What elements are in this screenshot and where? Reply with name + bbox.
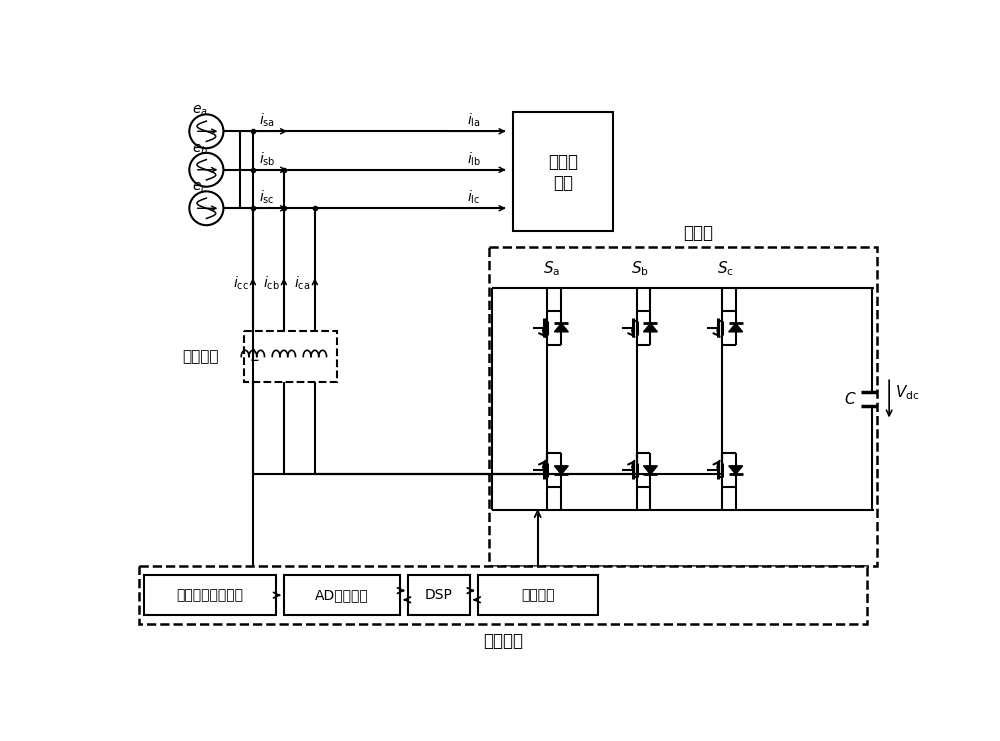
Text: $V_{\mathrm{dc}}$: $V_{\mathrm{dc}}$	[895, 383, 920, 402]
Text: 采样信号输入电路: 采样信号输入电路	[177, 588, 244, 602]
Bar	[478, 575, 598, 615]
Text: $i_{\mathrm{sb}}$: $i_{\mathrm{sb}}$	[259, 150, 275, 167]
Bar	[408, 575, 470, 615]
Text: $S_{\mathrm{c}}$: $S_{\mathrm{c}}$	[717, 259, 734, 278]
Text: $e_{c}$: $e_{c}$	[192, 181, 208, 196]
Text: $i_{\mathrm{lc}}$: $i_{\mathrm{lc}}$	[467, 189, 480, 206]
Text: 驱动电路: 驱动电路	[521, 588, 554, 602]
Polygon shape	[729, 323, 743, 332]
Text: $e_{b}$: $e_{b}$	[192, 142, 208, 157]
Text: $S_{\mathrm{b}}$: $S_{\mathrm{b}}$	[631, 259, 649, 278]
Text: $i_{\mathrm{sa}}$: $i_{\mathrm{sa}}$	[259, 112, 275, 129]
Bar	[244, 331, 337, 382]
Text: AD采样电路: AD采样电路	[315, 588, 369, 602]
Bar	[284, 575, 400, 615]
Text: 控制电路: 控制电路	[483, 632, 523, 650]
Bar	[489, 247, 877, 566]
Polygon shape	[643, 466, 657, 474]
Text: $C$: $C$	[844, 391, 857, 407]
Text: $i_{\mathrm{cc}}$: $i_{\mathrm{cc}}$	[233, 274, 248, 292]
Polygon shape	[729, 466, 743, 474]
Polygon shape	[554, 323, 568, 332]
Text: DSP: DSP	[425, 588, 453, 602]
Text: 滤波电感: 滤波电感	[183, 349, 219, 364]
Text: $i_{\mathrm{ca}}$: $i_{\mathrm{ca}}$	[294, 274, 311, 292]
Text: $i_{\mathrm{sc}}$: $i_{\mathrm{sc}}$	[259, 189, 275, 206]
Text: $i_{\mathrm{cb}}$: $i_{\mathrm{cb}}$	[263, 274, 280, 292]
Bar	[144, 575, 276, 615]
Text: $S_{\mathrm{a}}$: $S_{\mathrm{a}}$	[543, 259, 560, 278]
Text: $i_{\mathrm{lb}}$: $i_{\mathrm{lb}}$	[467, 150, 481, 167]
Text: 主电路: 主电路	[684, 224, 714, 242]
Bar	[512, 112, 613, 231]
Polygon shape	[554, 466, 568, 474]
Text: 非线性: 非线性	[548, 153, 578, 171]
Text: $L$: $L$	[250, 348, 259, 365]
Polygon shape	[643, 323, 657, 332]
Text: $e_{a}$: $e_{a}$	[192, 104, 208, 119]
Text: $i_{\mathrm{la}}$: $i_{\mathrm{la}}$	[467, 112, 481, 129]
Bar	[139, 566, 867, 624]
Text: 负载: 负载	[553, 174, 573, 192]
